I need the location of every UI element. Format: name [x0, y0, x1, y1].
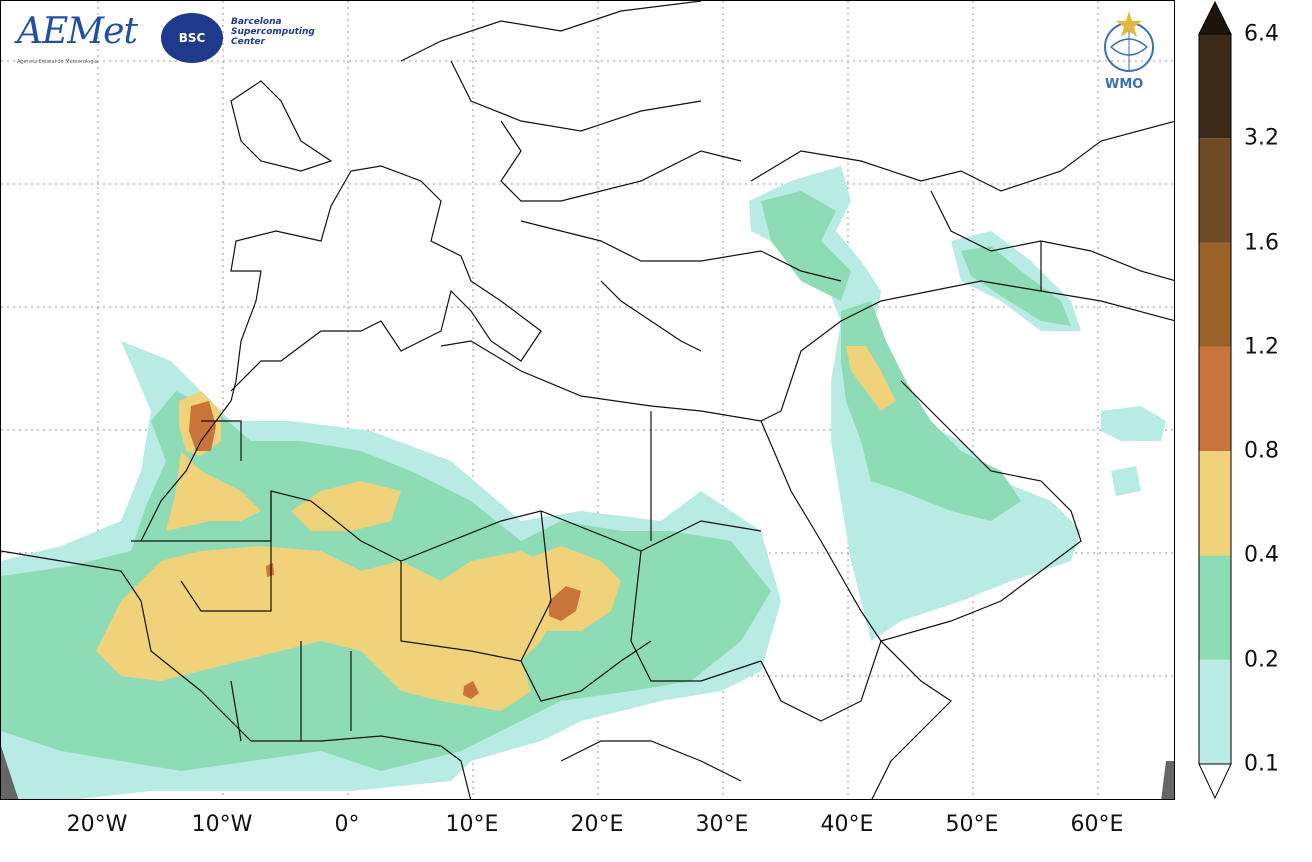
colorbar-tick-label: 0.4: [1244, 542, 1279, 568]
no-data-corner: [1, 746, 19, 799]
colorbar-segment: [1199, 346, 1231, 452]
colorbar-extend-high: [1198, 0, 1232, 35]
wmo-emblem-icon: [1104, 11, 1154, 72]
lon-tick-label: 20°W: [66, 812, 128, 837]
dust-field-rust: [189, 401, 581, 699]
colorbar-tick-label: 0.8: [1244, 438, 1279, 464]
colorbar-tick-label: 1.2: [1244, 334, 1279, 360]
colorbar-segment: [1199, 242, 1231, 347]
bsc-logo: BSC: [161, 13, 223, 63]
lon-tick-label: 60°E: [1070, 812, 1124, 837]
lon-tick-label: 20°E: [570, 812, 624, 837]
colorbar-tick-label: 1.6: [1244, 230, 1279, 256]
dust-field-green: [1, 191, 1071, 771]
colorbar-tick-label: 0.2: [1244, 647, 1279, 673]
colorbar-extend-low: [1198, 763, 1232, 800]
lon-tick-label: 0°: [334, 812, 360, 837]
lon-tick-label: 50°E: [945, 812, 999, 837]
colorbar-tick-label: 3.2: [1244, 125, 1279, 151]
lon-tick-label: 40°E: [820, 812, 874, 837]
lon-tick-label: 10°E: [445, 812, 499, 837]
map-panel: AEMet Agencia Estatal de Meteorología BS…: [0, 0, 1175, 800]
colorbar-segment: [1199, 555, 1231, 660]
no-data-corner-right: [1161, 761, 1174, 799]
colorbar-segment: [1199, 451, 1231, 556]
coastlines-and-borders: [1, 1, 1174, 799]
wmo-label: WMO: [1105, 77, 1144, 92]
colorbar-segment: [1199, 659, 1231, 764]
aemet-subtitle: Agencia Estatal de Meteorología: [17, 59, 98, 65]
map-canvas: [1, 1, 1174, 799]
colorbar: [1198, 0, 1232, 800]
colorbar-segment: [1199, 34, 1231, 139]
bsc-name: Barcelona Supercomputing Center: [231, 17, 315, 47]
colorbar-tick-label: 0.1: [1244, 751, 1279, 777]
lon-tick-label: 10°W: [191, 812, 253, 837]
colorbar-tick-label: 6.4: [1244, 21, 1279, 47]
colorbar-segment: [1199, 138, 1231, 243]
lon-tick-label: 30°E: [695, 812, 749, 837]
aemet-logo: AEMet: [17, 11, 138, 52]
